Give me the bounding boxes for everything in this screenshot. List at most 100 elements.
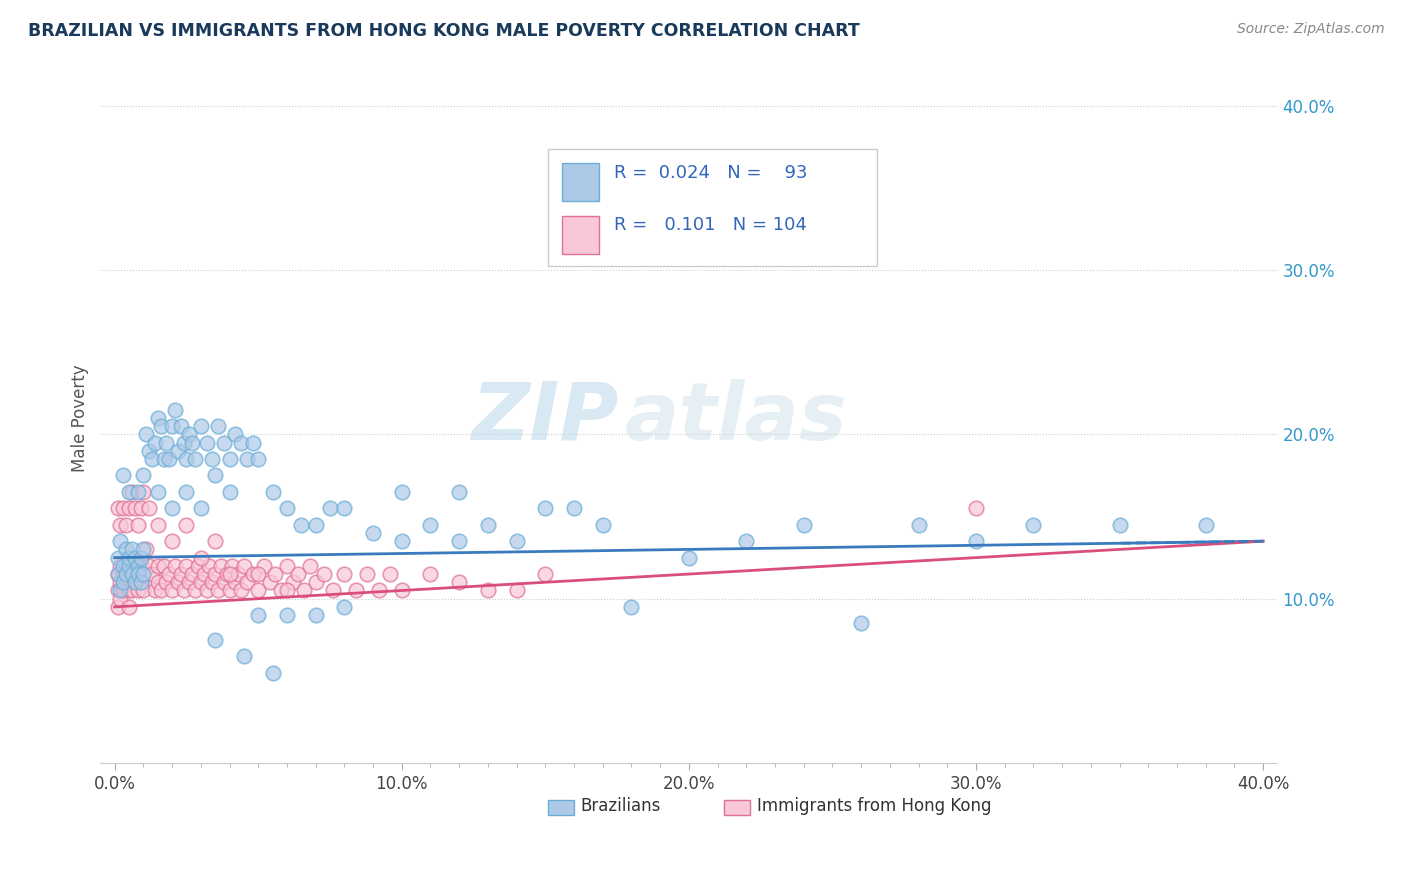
Point	[160, 534, 183, 549]
Point	[314, 567, 336, 582]
Point	[118, 583, 141, 598]
Point	[146, 517, 169, 532]
Text: Brazilians: Brazilians	[581, 797, 661, 814]
Point	[264, 567, 287, 582]
Point	[247, 583, 270, 598]
Point	[218, 452, 240, 467]
Point	[107, 599, 129, 614]
Point	[212, 575, 235, 590]
Point	[201, 575, 224, 590]
Point	[236, 452, 259, 467]
Point	[380, 567, 402, 582]
Point	[505, 583, 527, 598]
Point	[110, 575, 132, 590]
Point	[201, 452, 224, 467]
Point	[215, 567, 238, 582]
Point	[135, 542, 157, 557]
Point	[1194, 517, 1216, 532]
Point	[195, 583, 218, 598]
Point	[322, 583, 344, 598]
Point	[132, 468, 155, 483]
Point	[262, 665, 284, 680]
Point	[146, 484, 169, 499]
Point	[262, 484, 284, 499]
Point	[163, 558, 186, 573]
Text: Source: ZipAtlas.com: Source: ZipAtlas.com	[1237, 22, 1385, 37]
Point	[110, 558, 132, 573]
Point	[160, 419, 183, 434]
Point	[146, 411, 169, 425]
Point	[129, 575, 152, 590]
Point	[477, 583, 499, 598]
Point	[204, 468, 226, 483]
Point	[361, 526, 384, 541]
Y-axis label: Male Poverty: Male Poverty	[72, 364, 89, 472]
Point	[110, 583, 132, 598]
Point	[118, 550, 141, 565]
Point	[232, 649, 254, 664]
Point	[281, 575, 304, 590]
Point	[276, 558, 298, 573]
Point	[965, 534, 987, 549]
Point	[146, 558, 169, 573]
Point	[127, 567, 149, 582]
Point	[305, 608, 328, 623]
Point	[204, 534, 226, 549]
Point	[115, 542, 138, 557]
Point	[143, 583, 166, 598]
Point	[562, 501, 585, 516]
Point	[276, 501, 298, 516]
Point	[115, 558, 138, 573]
Point	[198, 558, 221, 573]
Point	[170, 419, 193, 434]
Point	[124, 575, 146, 590]
Point	[620, 599, 643, 614]
Point	[534, 567, 557, 582]
Point	[176, 484, 198, 499]
Point	[132, 484, 155, 499]
Point	[112, 583, 135, 598]
Point	[218, 567, 240, 582]
Point	[477, 517, 499, 532]
Point	[127, 484, 149, 499]
Point	[112, 567, 135, 582]
Point	[132, 583, 155, 598]
Point	[184, 452, 207, 467]
Point	[793, 517, 815, 532]
Point	[112, 575, 135, 590]
Point	[124, 575, 146, 590]
Point	[146, 575, 169, 590]
Point	[132, 542, 155, 557]
Point	[181, 567, 204, 582]
Point	[319, 501, 342, 516]
Point	[112, 501, 135, 516]
Point	[121, 542, 143, 557]
Point	[121, 484, 143, 499]
Point	[333, 567, 356, 582]
Point	[221, 558, 243, 573]
Point	[149, 419, 172, 434]
Point	[143, 435, 166, 450]
Point	[204, 632, 226, 647]
Point	[965, 501, 987, 516]
Point	[449, 575, 471, 590]
Point	[179, 427, 201, 442]
Point	[157, 567, 180, 582]
Point	[132, 567, 155, 582]
Point	[110, 517, 132, 532]
FancyBboxPatch shape	[547, 799, 574, 814]
Point	[124, 501, 146, 516]
Point	[287, 567, 309, 582]
Point	[907, 517, 929, 532]
Point	[236, 575, 259, 590]
Point	[190, 575, 212, 590]
Point	[190, 550, 212, 565]
Text: atlas: atlas	[624, 379, 846, 457]
Point	[118, 501, 141, 516]
Point	[127, 517, 149, 532]
Point	[226, 567, 249, 582]
Point	[259, 575, 281, 590]
Point	[229, 435, 252, 450]
Point	[253, 558, 276, 573]
Point	[298, 558, 321, 573]
